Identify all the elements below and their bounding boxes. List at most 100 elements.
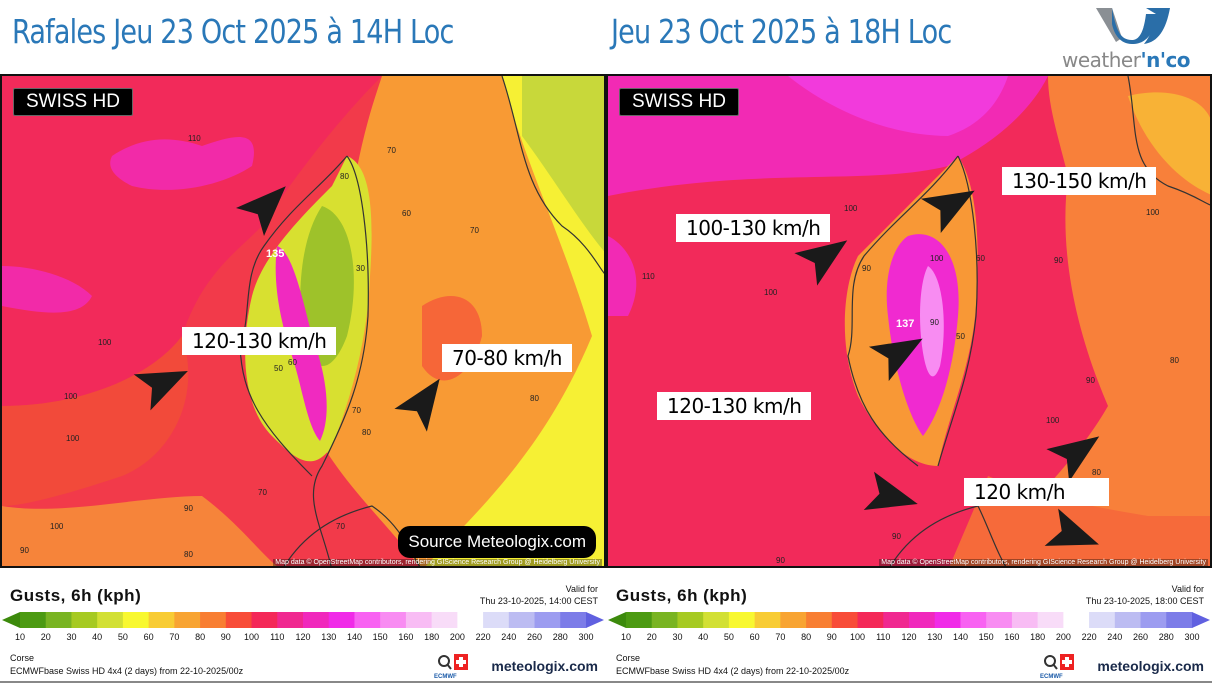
svg-text:ECMWF: ECMWF (434, 674, 457, 680)
wind-arrow-icon (863, 471, 918, 511)
scale-tick-label: 280 (552, 632, 568, 642)
wind-arrow-icon (235, 186, 286, 237)
legend-18h: Gusts, 6h (kph) Valid for Thu 23-10-2025,… (606, 572, 1212, 683)
gust-annotation: 100-130 km/h (676, 214, 831, 242)
scale-tick-label: 220 (1081, 632, 1097, 642)
scale-swatch (122, 612, 150, 628)
wind-arrow-icon (868, 338, 923, 382)
wind-arrow-icon (920, 190, 975, 234)
contour-label: 90 (776, 556, 785, 565)
scale-over-arrow (1192, 612, 1210, 628)
color-scale-bar (608, 612, 1210, 628)
scale-tick-label: 300 (578, 632, 594, 642)
scale-swatch (1037, 612, 1064, 628)
scale-swatch (909, 612, 936, 628)
gust-field-14h (2, 76, 604, 566)
gust-map-14h[interactable]: SWISS HD 110 80 70 60 70 135 30 100 100 … (0, 74, 606, 568)
scale-tick-label: 130 (321, 632, 337, 642)
scale-swatch (71, 612, 98, 628)
scale-tick-label: 120 (295, 632, 311, 642)
scale-swatch (831, 612, 859, 628)
scale-swatch (174, 612, 201, 628)
scale-swatch (754, 612, 781, 628)
scale-swatch (626, 612, 653, 628)
wind-direction-arrows (794, 190, 1100, 546)
scale-swatch (651, 612, 678, 628)
scale-tick-label: 90 (826, 632, 837, 642)
scale-swatch (960, 612, 987, 628)
contour-label: 70 (258, 488, 267, 497)
scale-tick-label: 110 (270, 632, 285, 642)
color-scale-bar (2, 612, 604, 628)
weatherandco-logo-icon (1096, 8, 1170, 44)
map-attribution[interactable]: Map data © OpenStreetMap contributors, r… (273, 559, 602, 566)
scale-tick-label: 10 (14, 632, 26, 642)
contour-label: 100 (764, 288, 778, 297)
region-label: Corse (616, 653, 641, 663)
scale-swatch (200, 612, 227, 628)
scale-tick-label: 180 (1030, 632, 1046, 642)
contour-label: 110 (642, 272, 655, 281)
valid-time: Valid for Thu 23-10-2025, 14:00 CEST (479, 584, 598, 606)
scale-swatch (1140, 612, 1167, 628)
scale-swatch (483, 612, 510, 628)
scale-swatch (534, 612, 561, 628)
scale-swatch (303, 612, 330, 628)
contour-label: 60 (402, 209, 411, 218)
legend-14h: Gusts, 6h (kph) Valid for Thu 23-10-2025,… (0, 572, 606, 683)
contour-label: 100 (66, 434, 80, 443)
contour-label: 100 (64, 392, 78, 401)
contour-label: 50 (956, 332, 965, 341)
scale-tick-label: 20 (646, 632, 657, 642)
scale-tick-label: 50 (723, 632, 734, 642)
scale-swatch (20, 612, 47, 628)
scale-swatch (703, 612, 730, 628)
contour-label: 90 (892, 532, 901, 541)
gust-annotation: 120-130 km/h (657, 392, 812, 420)
scale-swatch (354, 612, 381, 628)
map-attribution[interactable]: Map data © OpenStreetMap contributors, r… (879, 559, 1208, 566)
scale-swatch (431, 612, 458, 628)
scale-swatch (97, 612, 124, 628)
meteologix-brand[interactable]: meteologix.com (491, 658, 598, 674)
scale-swatch (457, 612, 484, 628)
scale-tick-label: 120 (901, 632, 917, 642)
scale-tick-label: 160 (1004, 632, 1020, 642)
gust-annotation: 130-150 km/h (1002, 167, 1157, 195)
model-run-label: ECMWFbase Swiss HD 4x4 (2 days) from 22-… (616, 666, 850, 676)
scale-tick-label: 280 (1158, 632, 1174, 642)
meteologix-brand[interactable]: meteologix.com (1097, 658, 1204, 674)
scale-swatch (986, 612, 1013, 628)
scale-swatch (508, 612, 536, 628)
gust-map-18h[interactable]: SWISS HD 100 110 100 90 100 137 90 50 60… (606, 74, 1212, 568)
wind-arrow-icon (394, 378, 440, 432)
scale-tick-label: 300 (1184, 632, 1200, 642)
contour-label: 80 (340, 172, 349, 181)
scale-tick-label: 240 (1107, 632, 1123, 642)
scale-tick-label: 30 (66, 632, 77, 642)
scale-tick-label: 50 (117, 632, 128, 642)
wind-direction-arrows (133, 186, 440, 432)
scale-tick-label: 40 (92, 632, 103, 642)
scale-tick-label: 100 (244, 632, 260, 642)
scale-swatch (148, 612, 175, 628)
left-map-title: Rafales Jeu 23 Oct 2025 à 14H Loc (12, 12, 454, 51)
scale-swatch (45, 612, 72, 628)
scale-tick-label: 260 (1133, 632, 1149, 642)
max-gust-label: 137 (896, 318, 915, 330)
contour-label: 100 (50, 522, 64, 531)
swiss-hd-logo-icon: ECMWF (1040, 654, 1074, 680)
scale-tick-label: 70 (775, 632, 786, 642)
model-run-label: ECMWFbase Swiss HD 4x4 (2 days) from 22-… (10, 666, 244, 676)
scale-tick-label: 110 (876, 632, 891, 642)
scale-tick-label: 10 (620, 632, 632, 642)
scale-tick-label: 220 (475, 632, 491, 642)
scale-swatch (380, 612, 407, 628)
swiss-hd-logo-icon: ECMWF (434, 654, 468, 680)
contour-label: 100 (98, 338, 112, 347)
model-badge: SWISS HD (13, 88, 133, 116)
scale-over-arrow (586, 612, 604, 628)
region-label: Corse (10, 653, 35, 663)
contour-label: 90 (862, 264, 871, 273)
contour-label: 90 (20, 546, 29, 555)
